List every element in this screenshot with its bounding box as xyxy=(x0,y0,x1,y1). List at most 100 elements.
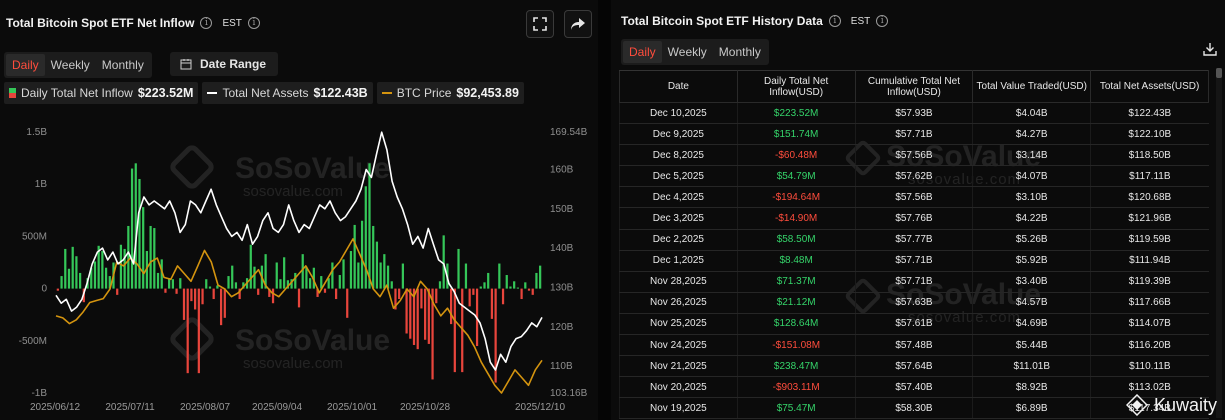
cell-date: Dec 4,2025 xyxy=(619,186,738,209)
inflow-bar xyxy=(294,272,297,289)
inflow-bar xyxy=(383,254,386,289)
inflow-bar xyxy=(301,254,304,289)
inflow-bar xyxy=(438,281,442,289)
cell-daily-inflow: $8.48M xyxy=(736,250,856,272)
inflow-bar xyxy=(290,279,293,289)
inflow-bar xyxy=(405,288,408,334)
column-header-cumulative[interactable]: Cumulative Total Net Inflow(USD) xyxy=(854,70,974,103)
table-row: Dec 2,2025 $58.50M $57.77B $5.26B $119.59B xyxy=(619,229,1209,251)
inflow-bar xyxy=(338,275,341,289)
inflow-bar xyxy=(116,288,119,295)
inflow-bar xyxy=(242,282,245,289)
right-axis-tick: 120B xyxy=(550,322,574,333)
tab-monthly[interactable]: Monthly xyxy=(101,58,144,72)
inflow-bar xyxy=(494,288,497,383)
inflow-bar xyxy=(360,220,364,289)
inflow-bar xyxy=(249,244,252,289)
inflow-bar xyxy=(197,288,200,374)
cell-daily-inflow: -$903.11M xyxy=(736,376,856,399)
inflow-bar xyxy=(253,266,256,289)
cell-net-assets: $121.96B xyxy=(1090,207,1209,230)
table-row: Nov 19,2025 $75.47M $58.30B $6.89B $117.34B xyxy=(619,397,1209,420)
chart-watermarks: SoSoValuesosovalue.comSoSoValuesosovalue… xyxy=(170,145,390,372)
inflow-bar xyxy=(346,288,349,318)
inflow-bar xyxy=(227,276,230,289)
inflow-bar xyxy=(509,286,512,289)
inflow-bar xyxy=(472,288,475,295)
date-range-label: Date Range xyxy=(200,57,267,71)
cell-cumulative: $57.64B xyxy=(854,355,973,378)
download-icon xyxy=(1203,43,1217,56)
tab-weekly[interactable]: Weekly xyxy=(50,58,90,72)
download-button[interactable] xyxy=(1203,42,1217,61)
timezone-info-icon[interactable]: i xyxy=(876,15,889,27)
inflow-bar xyxy=(501,288,505,305)
timezone-label: EST xyxy=(850,15,871,27)
cell-cumulative: $57.62B xyxy=(854,165,973,188)
cell-daily-inflow: $238.47M xyxy=(736,355,856,378)
column-header-net-assets[interactable]: Total Net Assets(USD) xyxy=(1090,70,1209,103)
date-range-button[interactable]: Date Range xyxy=(170,52,278,76)
tab-monthly[interactable]: Monthly xyxy=(718,45,761,59)
inflow-bar xyxy=(334,288,338,300)
info-icon[interactable]: i xyxy=(200,17,213,29)
chart-legend: Daily Total Net Inflow $223.52M Total Ne… xyxy=(4,82,524,104)
x-axis-tick: 2025/09/04 xyxy=(252,402,302,413)
cell-cumulative: $57.76B xyxy=(854,207,973,230)
table-row: Dec 5,2025 $54.79M $57.62B $4.07B $117.11B xyxy=(619,165,1209,188)
inflow-bar xyxy=(349,251,353,289)
inflow-bar xyxy=(498,263,501,289)
inflow-bar xyxy=(505,275,508,289)
inflow-bar xyxy=(138,178,141,289)
inflow-bar xyxy=(171,279,174,289)
left-axis-tick: 0 xyxy=(41,284,47,295)
tab-daily[interactable]: Daily xyxy=(6,54,45,76)
inflow-bar xyxy=(275,262,278,289)
info-icon[interactable]: i xyxy=(828,15,841,27)
tab-weekly[interactable]: Weekly xyxy=(667,45,707,59)
fullscreen-button[interactable] xyxy=(526,10,554,38)
inflow-bar xyxy=(531,288,534,295)
legend-value: $223.52M xyxy=(137,86,194,100)
cell-date: Nov 21,2025 xyxy=(619,355,738,378)
timezone-info-icon[interactable]: i xyxy=(247,17,260,29)
inflow-bar xyxy=(323,288,327,293)
cell-net-assets: $117.66B xyxy=(1090,292,1209,314)
inflow-bar xyxy=(268,288,271,297)
inflow-bar xyxy=(483,282,486,289)
tab-daily[interactable]: Daily xyxy=(623,41,662,63)
cell-date: Nov 26,2025 xyxy=(619,292,738,314)
cell-value-traded: $4.27B xyxy=(972,123,1091,146)
cell-net-assets: $111.94B xyxy=(1090,250,1209,272)
net-assets-line xyxy=(55,131,543,371)
inflow-bar xyxy=(90,267,93,289)
column-header-value-traded[interactable]: Total Value Traded(USD) xyxy=(972,70,1092,103)
cell-value-traded: $4.69B xyxy=(972,313,1091,336)
inflow-bar xyxy=(342,259,345,289)
table-row: Dec 1,2025 $8.48M $57.71B $5.92B $111.94B xyxy=(619,250,1209,272)
legend-btc-price[interactable]: BTC Price $92,453.89 xyxy=(376,82,524,104)
table-scrollbar[interactable] xyxy=(1216,68,1222,418)
inflow-bar xyxy=(416,288,419,350)
watermark-brand: SoSoValue xyxy=(235,324,390,357)
column-header-date[interactable]: Date xyxy=(619,70,738,103)
inflow-bar xyxy=(353,224,356,289)
legend-net-assets[interactable]: Total Net Assets $122.43B xyxy=(202,82,373,104)
timezone-label: EST xyxy=(222,17,242,29)
cell-value-traded: $3.14B xyxy=(972,144,1091,167)
scrollbar-thumb[interactable] xyxy=(1216,68,1222,78)
inflow-bar xyxy=(257,288,260,295)
legend-net-inflow[interactable]: Daily Total Net Inflow $223.52M xyxy=(4,82,199,104)
cell-daily-inflow: -$194.64M xyxy=(736,186,856,209)
inflow-bar xyxy=(201,288,204,305)
share-button[interactable] xyxy=(564,10,592,38)
table-row: Dec 9,2025 $151.74M $57.71B $4.27B $122.10B xyxy=(619,123,1209,146)
net-inflow-panel: Total Bitcoin Spot ETF Net Inflow i EST … xyxy=(0,0,598,420)
table-row: Nov 21,2025 $238.47M $57.64B $11.01B $110.11… xyxy=(619,355,1209,378)
table-row: Nov 25,2025 $128.64M $57.61B $4.69B $114.07B xyxy=(619,313,1209,336)
cell-value-traded: $6.89B xyxy=(972,397,1091,420)
column-header-daily-inflow[interactable]: Daily Total Net Inflow(USD) xyxy=(736,70,856,103)
inflow-bar xyxy=(479,286,482,289)
net-inflow-chart[interactable]: SoSoValuesosovalue.comSoSoValuesosovalue… xyxy=(0,118,598,420)
cell-daily-inflow: -$151.08M xyxy=(736,334,856,357)
